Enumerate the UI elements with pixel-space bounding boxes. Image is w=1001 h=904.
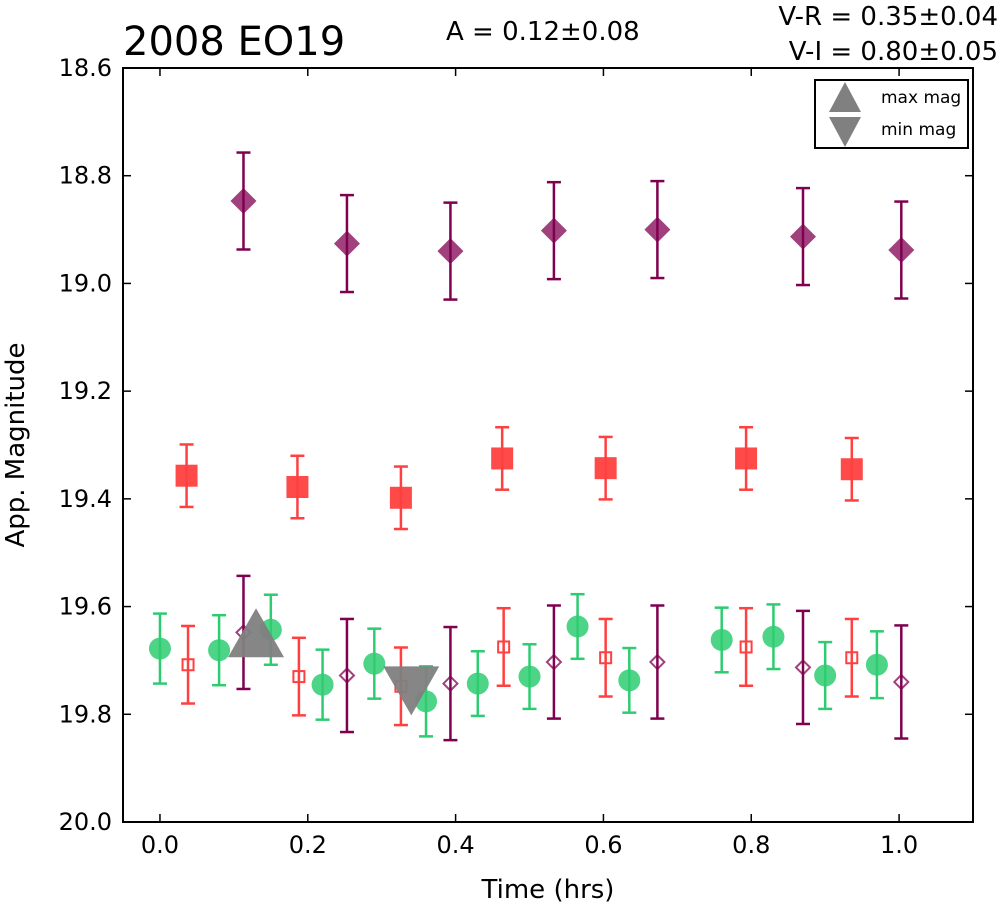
data-point-open-diamond <box>338 667 356 684</box>
y-tick-label: 19.6 <box>59 593 112 621</box>
data-point-open-diamond <box>442 675 459 693</box>
data-point-diamond <box>437 238 464 265</box>
data-point-square <box>491 447 514 470</box>
data-point-open-diamond <box>794 659 812 676</box>
vi-color-annotation: V-I = 0.80±0.05 <box>789 37 998 67</box>
max-mag-marker <box>228 608 285 658</box>
data-point-diamond <box>230 188 257 215</box>
data-point-square <box>286 476 309 499</box>
data-point-diamond <box>790 223 816 250</box>
data-point-open-diamond <box>892 673 910 691</box>
y-tick-label: 18.8 <box>59 162 112 190</box>
x-tick-label: 0.4 <box>437 831 475 859</box>
data-point-square <box>735 447 758 470</box>
x-tick-label: 0.8 <box>732 831 770 859</box>
data-point-open-square <box>739 640 753 654</box>
data-point-circle <box>762 625 785 648</box>
series-square-filled <box>175 425 863 531</box>
data-point-circle <box>618 669 641 692</box>
y-axis-label: App. Magnitude <box>1 342 31 547</box>
data-point-open-square <box>599 651 613 665</box>
data-point-open-square <box>181 658 195 672</box>
x-tick-label: 1.0 <box>880 831 918 859</box>
data-point-square <box>840 458 863 481</box>
data-layer <box>148 151 915 742</box>
amplitude-annotation: A = 0.12±0.08 <box>446 17 640 47</box>
data-point-diamond <box>644 216 671 243</box>
data-point-open-square <box>845 651 859 665</box>
data-point-diamond <box>333 230 360 257</box>
tick-layer: 0.0 0.2 0.4 0.6 0.8 1.0 18.6 18.8 19.0 19.2 19.4 19… <box>59 54 973 859</box>
y-tick-label: 19.4 <box>59 485 112 513</box>
vr-color-annotation: V-R = 0.35±0.04 <box>778 2 998 32</box>
x-axis-label: Time (hrs) <box>481 875 615 904</box>
plot-frame <box>122 67 974 823</box>
data-point-circle <box>566 615 589 638</box>
data-point-open-square <box>292 670 306 684</box>
x-tick-label: 0.6 <box>584 831 622 859</box>
data-point-square <box>175 464 198 487</box>
min-mag-marker <box>383 666 440 716</box>
legend-min-mag-icon <box>829 117 861 147</box>
data-point-square <box>594 457 617 480</box>
y-tick-label: 19.0 <box>59 269 112 297</box>
series-diamond-filled <box>230 151 915 301</box>
series-circle-filled <box>148 592 888 738</box>
data-point-diamond <box>540 217 567 244</box>
data-point-circle <box>466 672 489 695</box>
y-tick-label: 20.0 <box>59 808 112 836</box>
data-point-circle <box>148 637 171 660</box>
data-point-square <box>389 486 412 509</box>
series-triangle-up <box>228 608 285 658</box>
x-tick-label: 0.2 <box>289 831 327 859</box>
data-point-open-square <box>497 640 511 654</box>
series-triangle-down <box>383 666 440 716</box>
data-point-circle <box>208 639 231 662</box>
data-point-circle <box>363 652 386 675</box>
legend-max-mag-label: max mag <box>881 88 961 108</box>
data-point-circle <box>710 628 733 651</box>
chart-title: 2008 EO19 <box>123 19 345 65</box>
y-tick-label: 18.6 <box>59 54 112 82</box>
legend: max mag min mag <box>814 79 969 149</box>
x-tick-label: 0.0 <box>141 831 179 859</box>
y-tick-label: 19.2 <box>59 377 112 405</box>
legend-max-mag-icon <box>829 82 861 112</box>
data-point-circle <box>311 673 334 696</box>
data-point-circle <box>865 653 888 676</box>
data-point-circle <box>518 665 541 688</box>
data-point-diamond <box>888 237 915 264</box>
data-point-open-diamond <box>648 653 666 671</box>
data-point-circle <box>814 664 837 687</box>
data-point-open-diamond <box>545 653 563 671</box>
y-tick-label: 19.8 <box>59 700 112 728</box>
legend-min-mag-label: min mag <box>881 120 956 140</box>
